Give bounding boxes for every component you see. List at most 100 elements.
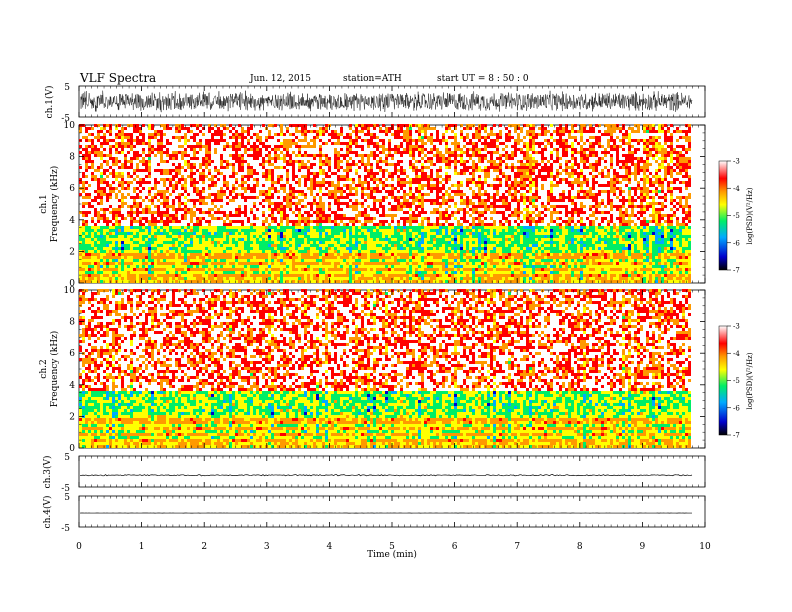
spectrogram-cell — [220, 163, 223, 166]
spectrogram-cell — [379, 265, 382, 268]
spectrogram-cell — [115, 241, 118, 244]
spectrogram-cell — [331, 229, 334, 232]
spectrogram-cell — [160, 151, 163, 154]
spectrogram-cell — [343, 280, 346, 283]
spectrogram-cell — [103, 271, 106, 274]
spectrogram-cell — [211, 139, 214, 142]
spectrogram-cell — [205, 202, 208, 205]
spectrogram-cell — [103, 187, 106, 190]
spectrogram-cell — [319, 247, 322, 250]
spectrogram-cell — [400, 127, 403, 130]
spectrogram-cell — [421, 241, 424, 244]
spectrogram-cell — [142, 238, 145, 241]
spectrogram-cell — [322, 250, 325, 253]
spectrogram-cell — [181, 124, 184, 127]
spectrogram-cell — [88, 256, 91, 259]
spectrogram-cell — [322, 265, 325, 268]
spectrogram-cell — [271, 178, 274, 181]
spectrogram-cell — [217, 244, 220, 247]
spectrogram-cell — [301, 154, 304, 157]
spectrogram-cell — [91, 262, 94, 265]
spectrogram-cell — [310, 220, 313, 223]
spectrogram-cell — [445, 172, 448, 175]
spectrogram-cell — [358, 262, 361, 265]
spectrogram-cell — [253, 268, 256, 271]
spectrogram-cell — [160, 148, 163, 151]
spectrogram-cell — [304, 211, 307, 214]
spectrogram-cell — [292, 223, 295, 226]
spectrogram-cell — [427, 268, 430, 271]
spectrogram-cell — [145, 229, 148, 232]
spectrogram-cell — [115, 211, 118, 214]
spectrogram-cell — [301, 175, 304, 178]
spectrogram-cell — [94, 145, 97, 148]
spectrogram-cell — [268, 208, 271, 211]
spectrogram-cell — [316, 271, 319, 274]
spectrogram-cell — [268, 229, 271, 232]
spectrogram-cell — [88, 280, 91, 283]
spectrogram-cell — [202, 274, 205, 277]
spectrogram-cell — [100, 190, 103, 193]
spectrogram-cell — [304, 274, 307, 277]
spectrogram-cell — [379, 166, 382, 169]
spectrogram-cell — [358, 256, 361, 259]
spectrogram-cell — [466, 262, 469, 265]
spectrogram-cell — [433, 202, 436, 205]
spectrogram-cell — [301, 250, 304, 253]
spectrogram-cell — [361, 181, 364, 184]
spectrogram-cell — [265, 238, 268, 241]
spectrogram-cell — [151, 202, 154, 205]
spectrogram-cell — [451, 265, 454, 268]
spectrogram-cell — [115, 196, 118, 199]
spectrogram-cell — [166, 244, 169, 247]
spectrogram-cell — [439, 268, 442, 271]
spectrogram-cell — [358, 244, 361, 247]
spectrogram-cell — [439, 190, 442, 193]
spectrogram-cell — [316, 259, 319, 262]
spectrogram-cell — [154, 220, 157, 223]
spectrogram-cell — [172, 271, 175, 274]
spectrogram-cell — [370, 256, 373, 259]
spectrogram-cell — [199, 124, 202, 127]
spectrogram-cell — [325, 259, 328, 262]
spectrogram-cell — [313, 280, 316, 283]
spectrogram-cell — [190, 247, 193, 250]
spectrogram-cell — [133, 130, 136, 133]
spectrogram-cell — [382, 145, 385, 148]
spectrogram-cell — [190, 220, 193, 223]
spectrogram-cell — [367, 280, 370, 283]
spectrogram-cell — [421, 142, 424, 145]
spectrogram-cell — [364, 274, 367, 277]
spectrogram-cell — [283, 250, 286, 253]
spectrogram-cell — [136, 277, 139, 280]
spectrogram-cell — [109, 229, 112, 232]
spectrogram-cell — [322, 280, 325, 283]
spectrogram-cell — [442, 223, 445, 226]
spectrogram-cell — [298, 265, 301, 268]
spectrogram-cell — [376, 256, 379, 259]
spectrogram-cell — [310, 253, 313, 256]
spectrogram-cell — [217, 277, 220, 280]
spectrogram-cell — [376, 247, 379, 250]
spectrogram-cell — [304, 256, 307, 259]
spectrogram-cell — [226, 187, 229, 190]
spectrogram-cell — [157, 268, 160, 271]
spectrogram-cell — [460, 277, 463, 280]
spectrogram-cell — [292, 178, 295, 181]
spectrogram-cell — [379, 205, 382, 208]
spectrogram-cell — [238, 244, 241, 247]
spectrogram-cell — [250, 148, 253, 151]
spectrogram-cell — [295, 124, 298, 127]
spectrogram-cell — [409, 148, 412, 151]
spectrogram-cell — [202, 241, 205, 244]
spectrogram-cell — [442, 139, 445, 142]
spectrogram-cell — [268, 244, 271, 247]
spectrogram-cell — [169, 253, 172, 256]
spectrogram-cell — [109, 277, 112, 280]
spectrogram-cell — [139, 274, 142, 277]
spectrogram-cell — [274, 268, 277, 271]
spectrogram-cell — [121, 205, 124, 208]
spectrogram-cell — [112, 280, 115, 283]
spectrogram-cell — [403, 274, 406, 277]
spectrogram-cell — [130, 148, 133, 151]
